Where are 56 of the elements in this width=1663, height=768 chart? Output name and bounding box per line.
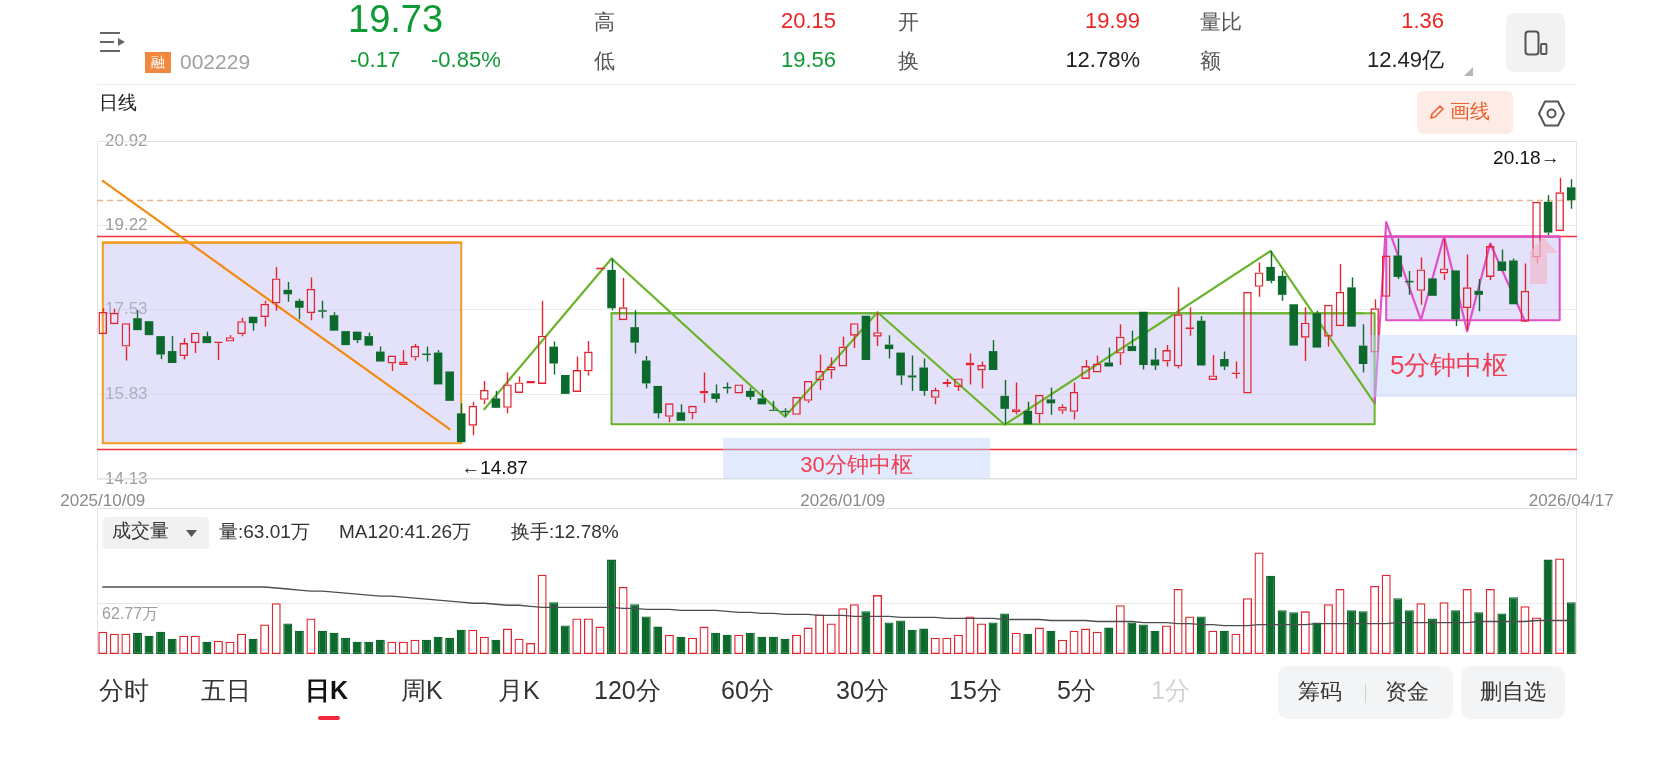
text: 日K [305, 675, 349, 705]
text: 筹码 [1298, 679, 1342, 706]
text: 开 [898, 9, 919, 35]
text: 60分 [721, 675, 774, 705]
text: 12.78% [1065, 47, 1140, 74]
chart-title: 日线 [99, 92, 137, 115]
text: 1.36 [1401, 8, 1444, 35]
x-tick-label: 2025/10/09 [60, 490, 146, 510]
candlestick [445, 371, 454, 401]
text: 5分 [1057, 675, 1096, 705]
label-box: 30分钟中枢 [723, 438, 990, 479]
text: 30分 [836, 675, 889, 705]
candlestick [433, 349, 443, 385]
x-tick-label: 2026/01/09 [800, 490, 886, 510]
annotation: 5分钟中枢 [1390, 350, 1509, 381]
candlestick [1428, 278, 1437, 296]
candlestick [341, 331, 350, 346]
label-box: 5分钟中枢 [1370, 335, 1577, 397]
text: 月K [498, 675, 540, 705]
annotation: 30分钟中枢 [800, 451, 913, 477]
text: 分时 [99, 675, 149, 705]
text: 19.56 [780, 47, 836, 74]
annotation: 20.18→ [1493, 146, 1560, 168]
text: 12.49亿 [1366, 47, 1444, 74]
text: 换手:12.78% [511, 521, 619, 544]
text: 量比 [1200, 9, 1242, 35]
text: 融 [145, 52, 171, 73]
text: -0.85% [431, 47, 501, 74]
candlestick [1266, 250, 1275, 285]
chart-title: 成交量 [112, 520, 169, 543]
text: 19.99 [1084, 8, 1140, 35]
text: 五日 [201, 675, 251, 705]
text: 002229 [180, 49, 251, 75]
annotation: ←14.87 [461, 456, 528, 478]
text: 低 [594, 48, 615, 74]
candlestick [561, 374, 570, 394]
candlestick [144, 321, 154, 336]
candlestick [1393, 237, 1403, 280]
text: 120分 [594, 675, 661, 705]
text: 20.15 [780, 8, 836, 35]
text: -0.17 [350, 47, 401, 74]
text: 高 [594, 9, 615, 35]
text: 周K [401, 675, 443, 705]
text: 15分 [949, 675, 1002, 705]
text: 画线 [1450, 99, 1490, 123]
text: 19.73 [348, 0, 444, 42]
candlestick [1474, 278, 1483, 312]
text: 额 [1200, 48, 1221, 74]
text: 删自选 [1480, 679, 1546, 706]
text: 量:63.01万 [219, 521, 310, 544]
x-tick-label: 2026/04/17 [1528, 490, 1614, 510]
text: 资金 [1385, 679, 1429, 706]
y-tick-label: 19.22 [105, 215, 148, 235]
text: 换 [898, 48, 919, 74]
text: MA120:41.26万 [339, 521, 472, 544]
ref-line-label: 62.77万 [102, 604, 159, 622]
